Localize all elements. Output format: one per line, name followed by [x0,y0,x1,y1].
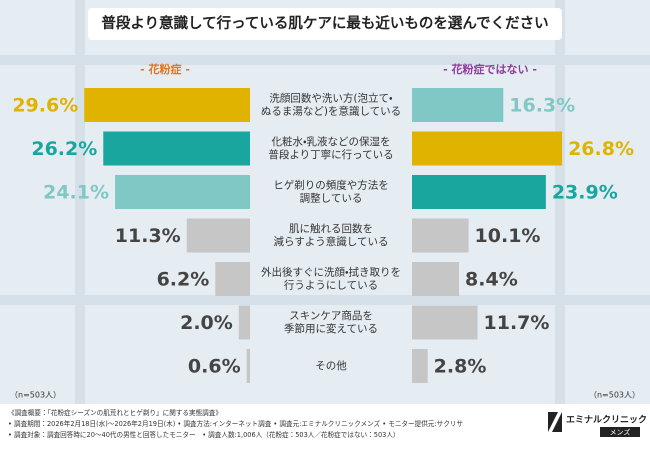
bar [412,262,460,296]
legend-label: - 花粉症 - [140,62,190,76]
category-label: その他 [315,359,347,372]
category-label: 洗顔回数や洗い方(泡立て・ [269,92,393,105]
logo: エミナルクリニック [566,415,647,426]
value-label: 8.4% [465,269,518,291]
value-label: 24.1% [43,182,109,204]
bar [246,349,250,383]
category-label: 減らすよう意識している [274,235,389,248]
bar [115,175,250,209]
background-pattern [0,0,650,405]
category-label: 肌に触れる回数を [289,222,373,235]
sample-size: （n=503人） [589,391,640,400]
chart-title: 普段より意識して行っている肌ケアに最も近いものを選んでください [101,14,548,32]
category-label: 普段より丁寧に行っている [268,148,393,161]
bar [238,305,250,340]
category-label: 化粧水・乳液などの保湿を [271,135,390,148]
bar [412,131,563,166]
bar [412,88,504,122]
value-label: 11.3% [115,225,181,247]
value-label: 16.3% [509,95,575,117]
value-label: 10.1% [475,225,541,247]
value-label: 26.2% [31,138,97,160]
value-label: 0.6% [188,356,241,378]
bar [84,88,251,122]
value-label: 6.2% [157,269,210,291]
category-label: 調整している [300,192,363,205]
value-label: 11.7% [484,312,550,334]
bar [412,218,469,253]
footer-note: 《調査概要：「花粉症シーズンの肌荒れとヒゲ剃り」に関する実態調査》 [8,408,222,417]
category-label: スキンケア商品を [289,309,373,322]
footer-note: • 調査対象：調査回答時に20～40代の男性と回答したモニター • 調査人数:1… [8,430,400,439]
logo-sub: メンズ [610,428,631,437]
category-label: 外出後すぐに洗顔・拭き取りを [261,266,401,279]
legend-label: - 花粉症ではない - [443,62,537,76]
category-label: ぬるま湯など)を意識している [261,106,401,118]
footer-bg [0,404,650,450]
value-label: 2.8% [434,356,487,378]
category-label: ヒゲ剃りの頻度や方法を [273,179,389,192]
category-label: 季節用に変えている [284,322,378,335]
value-label: 29.6% [12,95,78,117]
value-label: 26.8% [568,138,634,160]
logo-sub-box [600,427,640,437]
title-box [88,8,562,40]
category-label: 行うようにしている [284,279,378,292]
value-label: 23.9% [552,182,618,204]
bar [103,131,250,166]
bar [215,262,250,296]
bar [186,218,250,253]
footer-note: • 調査期間：2026年2月18日(水)～2026年2月19日(木) • 調査方… [8,419,463,428]
sample-size: （n=503人） [10,391,61,400]
bar [412,349,428,383]
bar [412,305,478,340]
bar [412,175,546,209]
value-label: 2.0% [180,312,233,334]
logo-mark [548,412,562,432]
